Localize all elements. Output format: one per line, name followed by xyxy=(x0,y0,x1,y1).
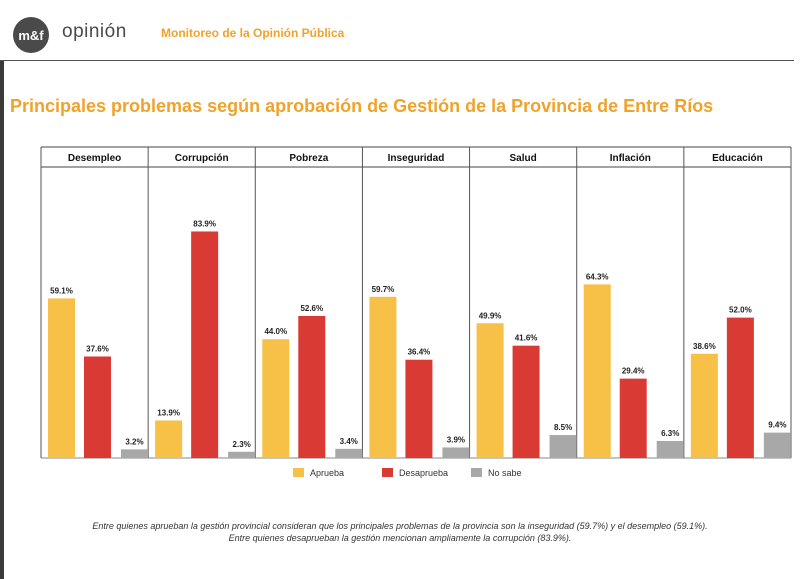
header: m&f opinión Monitoreo de la Opinión Públ… xyxy=(0,0,794,61)
data-label: 52.6% xyxy=(300,304,323,313)
bar-desaprueba xyxy=(512,345,540,458)
category-header: Corrupción xyxy=(175,153,229,164)
footnote: Entre quienes aprueban la gestión provin… xyxy=(0,520,800,544)
chart-legend: Aprueba Desaprueba No sabe xyxy=(293,468,522,478)
bar-aprueba xyxy=(155,420,183,458)
data-label: 59.1% xyxy=(50,286,73,295)
header-tagline: Monitoreo de la Opinión Pública xyxy=(161,26,345,40)
chart-bars xyxy=(48,231,791,458)
bar-desaprueba xyxy=(726,317,754,458)
brand-name: opinión xyxy=(62,21,127,42)
data-label: 9.4% xyxy=(768,421,786,430)
category-header: Pobreza xyxy=(289,153,328,164)
data-label: 3.9% xyxy=(447,435,465,444)
legend-label: Desaprueba xyxy=(399,468,448,478)
bar-desaprueba xyxy=(191,231,219,458)
bar-desaprueba xyxy=(298,315,326,458)
bar-chart: Desempleo Corrupción Pobreza Inseguridad Sal… xyxy=(40,146,792,478)
bar-no-sabe xyxy=(442,447,470,458)
left-border-bar xyxy=(0,60,4,579)
bar-aprueba xyxy=(476,323,504,458)
data-label: 13.9% xyxy=(157,408,180,417)
category-header: Educación xyxy=(712,153,763,164)
bar-no-sabe xyxy=(228,451,256,458)
legend-label: Aprueba xyxy=(310,468,344,478)
data-label: 38.6% xyxy=(693,342,716,351)
footnote-line-2: Entre quienes desaprueban la gestión men… xyxy=(228,533,572,543)
brand-logo: m&f xyxy=(13,17,49,53)
bar-no-sabe xyxy=(763,432,791,458)
bar-no-sabe xyxy=(549,435,577,458)
legend-label: No sabe xyxy=(488,468,522,478)
data-label: 59.7% xyxy=(372,285,395,294)
bar-desaprueba xyxy=(619,378,647,458)
category-header: Inflación xyxy=(610,153,651,164)
category-header: Salud xyxy=(510,153,537,164)
data-label: 36.4% xyxy=(408,348,431,357)
data-label: 64.3% xyxy=(586,272,609,281)
value-labels: 59.1% 37.6% 3.2% 13.9% 83.9% 2.3% 44.0% 52.6% 3.… xyxy=(50,219,786,448)
data-label: 6.3% xyxy=(661,429,679,438)
footnote-line-1: Entre quienes aprueban la gestión provin… xyxy=(92,521,708,531)
bar-aprueba xyxy=(262,339,290,458)
data-label: 3.4% xyxy=(340,437,358,446)
category-header: Inseguridad xyxy=(388,153,445,164)
data-label: 44.0% xyxy=(264,327,287,336)
bar-no-sabe xyxy=(335,448,363,458)
data-label: 49.9% xyxy=(479,311,502,320)
data-label: 37.6% xyxy=(86,344,109,353)
legend-swatch xyxy=(293,468,304,477)
page-title: Principales problemas según aprobación d… xyxy=(10,96,714,116)
bar-aprueba xyxy=(48,298,75,458)
bar-desaprueba xyxy=(84,356,111,458)
bar-aprueba xyxy=(583,284,611,458)
bar-no-sabe xyxy=(121,449,148,458)
bar-aprueba xyxy=(690,353,718,458)
data-label: 2.3% xyxy=(233,440,251,449)
data-label: 41.6% xyxy=(515,334,538,343)
data-label: 3.2% xyxy=(125,437,143,446)
legend-swatch xyxy=(471,468,482,477)
category-header: Desempleo xyxy=(68,153,121,164)
data-label: 29.4% xyxy=(622,367,645,376)
bar-desaprueba xyxy=(405,359,433,458)
data-label: 8.5% xyxy=(554,423,572,432)
bar-aprueba xyxy=(369,296,397,458)
data-label: 83.9% xyxy=(193,219,216,228)
legend-swatch xyxy=(382,468,393,477)
bar-no-sabe xyxy=(656,440,684,458)
category-headers: Desempleo Corrupción Pobreza Inseguridad Sal… xyxy=(68,153,763,164)
data-label: 52.0% xyxy=(729,306,752,315)
